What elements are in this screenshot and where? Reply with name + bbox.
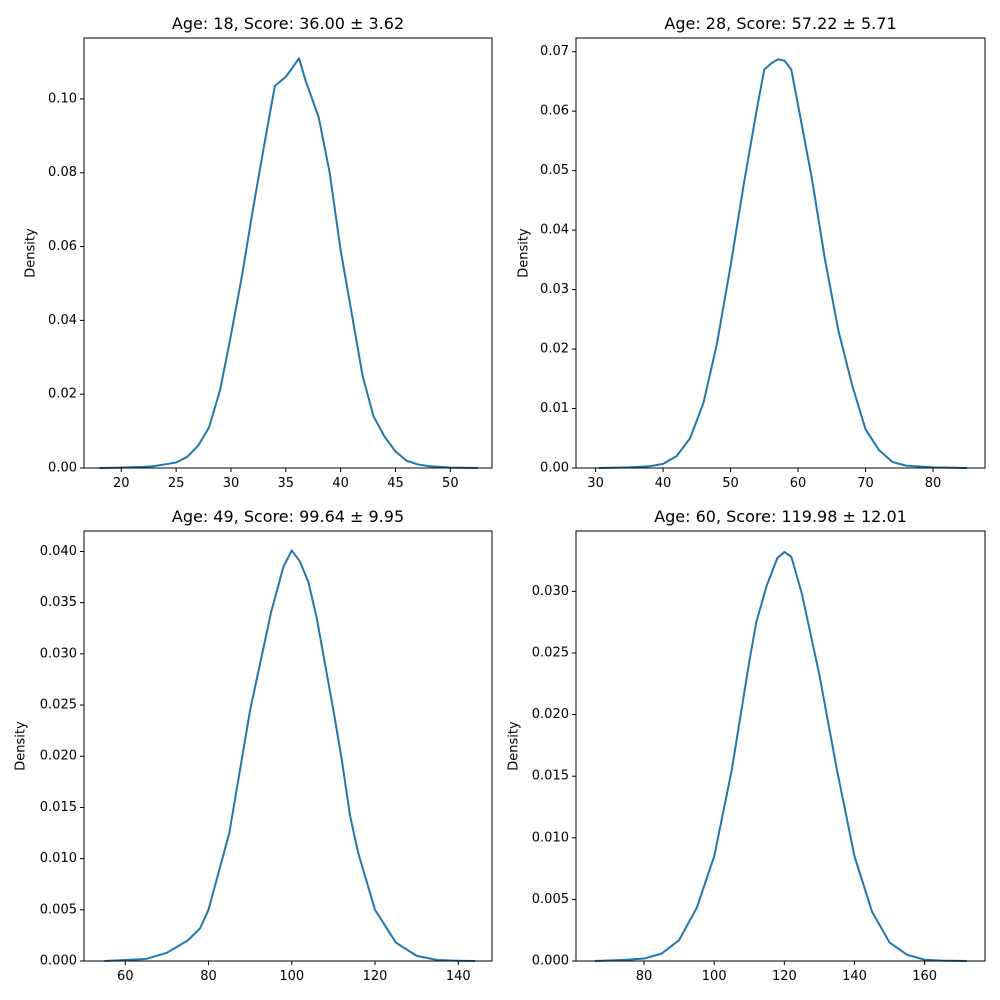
y-axis-label: Density	[24, 228, 39, 278]
y-tick-label: 0.020	[532, 707, 569, 722]
x-tick-label: 70	[857, 476, 874, 491]
y-tick-label: 0.040	[40, 544, 77, 559]
subplot-age-18: Age: 18, Score: 36.00 ± 3.62 Density 20 2…	[24, 14, 493, 491]
y-tick-label: 0.030	[532, 584, 569, 599]
density-curve	[99, 57, 478, 469]
y-tick-label: 0.015	[532, 769, 569, 784]
density-curve	[594, 550, 967, 962]
y-tick-label: 0.06	[48, 239, 77, 254]
x-tick-label: 50	[722, 476, 739, 491]
y-tick-label: 0.020	[40, 749, 77, 764]
x-tick-label: 30	[223, 476, 240, 491]
y-tick-label: 0.02	[540, 342, 569, 357]
y-tick-label: 0.05	[540, 163, 569, 178]
x-tick-label: 120	[772, 969, 797, 984]
y-tick-label: 0.10	[48, 91, 77, 106]
y-tick-label: 0.04	[48, 313, 77, 328]
axes-frame	[83, 37, 493, 469]
x-tick-label: 140	[842, 969, 867, 984]
y-tick-label: 0.06	[540, 104, 569, 119]
subplot-age-49: Age: 49, Score: 99.64 ± 9.95 Density 60 8…	[14, 507, 493, 984]
y-tick-label: 0.08	[48, 165, 77, 180]
x-tick-label: 25	[168, 476, 185, 491]
subplot-title: Age: 49, Score: 99.64 ± 9.95	[172, 507, 404, 526]
x-tick-label: 160	[912, 969, 937, 984]
axes-frame	[575, 530, 986, 962]
x-tick-label: 35	[278, 476, 295, 491]
y-tick-label: 0.02	[48, 387, 77, 402]
x-tick-label: 60	[117, 969, 134, 984]
subplot-title: Age: 60, Score: 119.98 ± 12.01	[654, 507, 907, 526]
x-tick-label: 40	[655, 476, 672, 491]
x-tick-label: 100	[702, 969, 727, 984]
y-tick-label: 0.005	[40, 902, 77, 917]
x-tick-label: 30	[587, 476, 604, 491]
x-tick-label: 40	[332, 476, 349, 491]
subplot-age-60: Age: 60, Score: 119.98 ± 12.01 Density 8…	[507, 507, 986, 984]
x-tick-label: 100	[279, 969, 304, 984]
y-tick-label: 0.015	[40, 800, 77, 815]
x-tick-label: 80	[636, 969, 653, 984]
y-axis-label: Density	[517, 228, 532, 278]
x-tick-label: 120	[363, 969, 388, 984]
y-axis-label: Density	[14, 721, 29, 771]
y-tick-label: 0.030	[40, 646, 77, 661]
y-tick-label: 0.010	[532, 830, 569, 845]
x-tick-label: 80	[925, 476, 942, 491]
y-tick-label: 0.04	[540, 223, 569, 238]
axes-frame	[575, 37, 986, 469]
y-tick-label: 0.07	[540, 44, 569, 59]
y-tick-label: 0.000	[532, 954, 569, 969]
y-tick-label: 0.025	[40, 698, 77, 713]
x-tick-label: 80	[200, 969, 217, 984]
density-curve	[104, 549, 475, 962]
x-tick-label: 60	[790, 476, 807, 491]
y-tick-label: 0.005	[532, 892, 569, 907]
y-axis-label: Density	[507, 721, 522, 771]
x-tick-label: 45	[387, 476, 404, 491]
y-tick-label: 0.035	[40, 595, 77, 610]
subplot-title: Age: 28, Score: 57.22 ± 5.71	[664, 14, 896, 33]
y-tick-label: 0.025	[532, 645, 569, 660]
y-tick-label: 0.010	[40, 851, 77, 866]
y-tick-label: 0.00	[48, 461, 77, 476]
axes-frame	[83, 530, 493, 962]
y-tick-label: 0.01	[540, 401, 569, 416]
subplot-title: Age: 18, Score: 36.00 ± 3.62	[172, 14, 404, 33]
y-tick-label: 0.000	[40, 954, 77, 969]
subplot-age-28: Age: 28, Score: 57.22 ± 5.71 Density 30 4…	[517, 14, 986, 491]
y-tick-label: 0.00	[540, 461, 569, 476]
y-tick-label: 0.03	[540, 282, 569, 297]
x-tick-label: 20	[113, 476, 130, 491]
x-tick-label: 50	[442, 476, 459, 491]
density-curve	[598, 58, 967, 469]
x-tick-label: 140	[446, 969, 471, 984]
